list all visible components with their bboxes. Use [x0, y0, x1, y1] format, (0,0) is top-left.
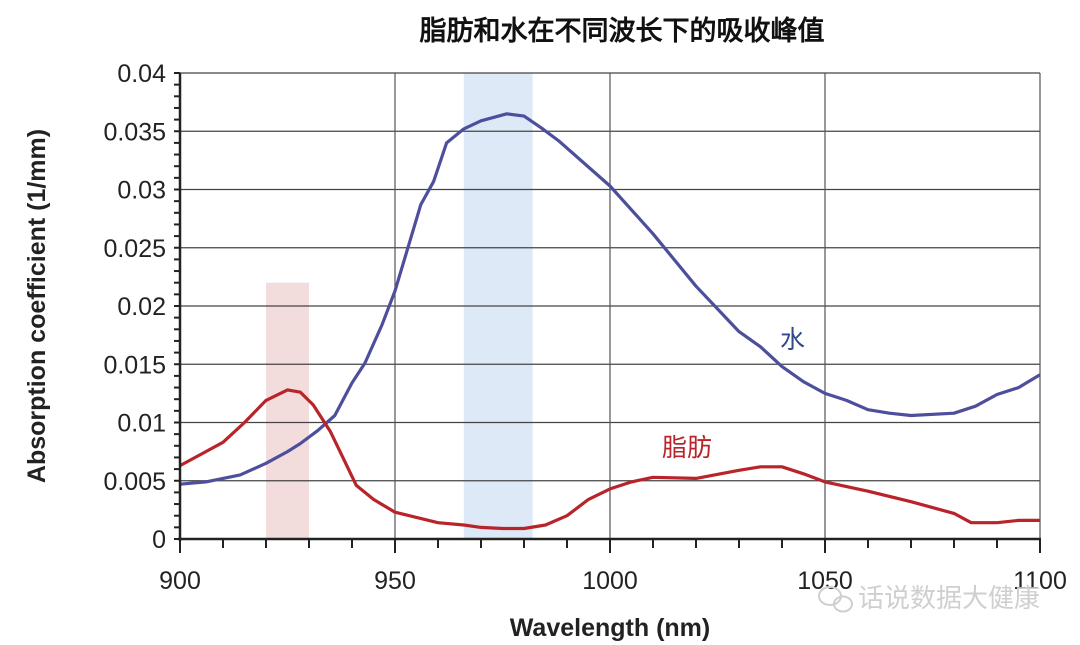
- y-tick-label: 0.005: [103, 468, 166, 496]
- series-label-fat: 脂肪: [662, 433, 712, 462]
- y-axis-title: Absorption coefficient (1/mm): [23, 129, 51, 483]
- x-tick-label: 1100: [1013, 567, 1067, 595]
- series-label-water: 水: [780, 325, 805, 354]
- x-tick-label: 900: [159, 567, 201, 595]
- wechat-icon: [818, 586, 853, 613]
- series-line-0: [179, 112, 1041, 486]
- x-tick-label: 950: [374, 567, 416, 595]
- series-line-1: [179, 388, 1040, 531]
- highlight-band-0: [266, 282, 309, 539]
- watermark-text: 话说数据大健康: [858, 584, 1040, 614]
- y-tick-label: 0: [152, 526, 166, 554]
- y-tick-label: 0.035: [103, 118, 166, 146]
- y-tick-label: 0.03: [117, 177, 166, 205]
- chart-title: 脂肪和水在不同波长下的吸收峰值: [420, 15, 825, 47]
- x-axis-title: Wavelength (nm): [510, 614, 710, 642]
- watermark: 话说数据大健康: [818, 584, 1040, 614]
- x-tick-label: 1000: [582, 567, 638, 595]
- y-tick-label: 0.015: [103, 351, 166, 379]
- y-tick-label: 0.02: [117, 293, 166, 321]
- y-tick-label: 0.01: [117, 410, 166, 438]
- y-tick-label: 0.025: [103, 235, 166, 263]
- y-tick-label: 0.04: [117, 60, 166, 88]
- x-tick-label: 1050: [797, 567, 853, 595]
